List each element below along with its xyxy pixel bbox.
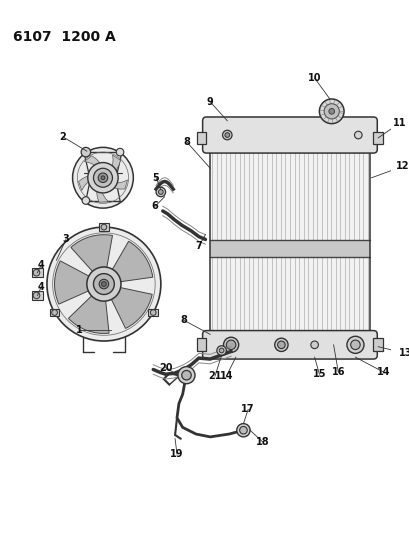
- Circle shape: [346, 336, 363, 353]
- Text: 3: 3: [63, 235, 69, 245]
- Circle shape: [88, 163, 118, 193]
- Bar: [99, 223, 108, 231]
- Bar: [373, 132, 382, 143]
- Text: 9: 9: [206, 97, 213, 107]
- Circle shape: [178, 367, 195, 384]
- Circle shape: [226, 340, 235, 350]
- Circle shape: [319, 99, 343, 124]
- Text: 7: 7: [195, 241, 202, 251]
- Text: 18: 18: [255, 437, 269, 447]
- Circle shape: [93, 168, 112, 187]
- Circle shape: [239, 426, 247, 434]
- Circle shape: [223, 337, 238, 352]
- Circle shape: [158, 190, 163, 195]
- Circle shape: [324, 104, 339, 119]
- Text: 17: 17: [241, 405, 254, 414]
- Circle shape: [277, 341, 285, 349]
- FancyBboxPatch shape: [202, 117, 376, 153]
- Circle shape: [350, 340, 360, 350]
- Circle shape: [101, 224, 106, 230]
- Circle shape: [310, 341, 318, 349]
- Polygon shape: [107, 155, 120, 176]
- Circle shape: [225, 133, 229, 138]
- Circle shape: [93, 273, 114, 295]
- FancyBboxPatch shape: [202, 330, 376, 359]
- Circle shape: [33, 269, 40, 276]
- Text: 10: 10: [307, 73, 321, 83]
- Circle shape: [116, 148, 124, 156]
- Bar: [196, 338, 206, 351]
- Circle shape: [354, 131, 361, 139]
- Bar: [210, 149, 369, 334]
- Circle shape: [99, 279, 108, 289]
- Circle shape: [72, 147, 133, 208]
- Circle shape: [82, 148, 90, 156]
- Text: 12: 12: [395, 161, 409, 171]
- Text: 14: 14: [219, 371, 233, 381]
- Circle shape: [181, 370, 191, 380]
- Circle shape: [236, 424, 249, 437]
- Circle shape: [47, 227, 160, 341]
- Bar: [210, 149, 369, 334]
- Text: 21: 21: [208, 371, 221, 381]
- Circle shape: [101, 176, 105, 180]
- Circle shape: [81, 147, 90, 157]
- Circle shape: [219, 348, 223, 353]
- Text: 4: 4: [38, 260, 45, 270]
- Text: 4: 4: [38, 282, 45, 292]
- Wedge shape: [54, 261, 90, 304]
- Circle shape: [328, 108, 334, 114]
- Circle shape: [87, 267, 121, 301]
- Text: 6107  1200 A: 6107 1200 A: [13, 30, 115, 44]
- Circle shape: [98, 173, 108, 182]
- Circle shape: [33, 292, 40, 299]
- Bar: [210, 240, 369, 257]
- Polygon shape: [79, 175, 97, 190]
- Circle shape: [216, 346, 226, 356]
- Text: 13: 13: [398, 349, 409, 358]
- Text: 8: 8: [182, 136, 189, 147]
- Circle shape: [156, 187, 165, 197]
- Bar: [373, 338, 382, 351]
- Bar: [31, 290, 43, 300]
- Text: 16: 16: [331, 367, 344, 377]
- Text: 14: 14: [376, 367, 390, 377]
- Text: 15: 15: [312, 369, 325, 379]
- Text: 6: 6: [151, 201, 158, 211]
- Text: 8: 8: [180, 315, 187, 325]
- Circle shape: [82, 197, 90, 204]
- Wedge shape: [111, 241, 153, 282]
- Wedge shape: [71, 235, 112, 273]
- Circle shape: [222, 130, 231, 140]
- Bar: [50, 309, 59, 316]
- Polygon shape: [97, 182, 108, 202]
- Bar: [31, 268, 43, 277]
- Text: 20: 20: [158, 362, 172, 373]
- Circle shape: [52, 310, 57, 316]
- Text: 19: 19: [170, 449, 183, 459]
- Text: 11: 11: [392, 118, 406, 128]
- Polygon shape: [84, 156, 103, 172]
- Text: 2: 2: [60, 132, 66, 142]
- Text: 5: 5: [153, 173, 159, 183]
- Polygon shape: [106, 180, 127, 189]
- Wedge shape: [110, 287, 152, 328]
- Wedge shape: [68, 295, 109, 334]
- Circle shape: [274, 338, 288, 351]
- Bar: [148, 309, 157, 316]
- Bar: [196, 132, 206, 143]
- Circle shape: [101, 281, 106, 286]
- Text: 1: 1: [76, 325, 82, 335]
- Circle shape: [150, 310, 156, 316]
